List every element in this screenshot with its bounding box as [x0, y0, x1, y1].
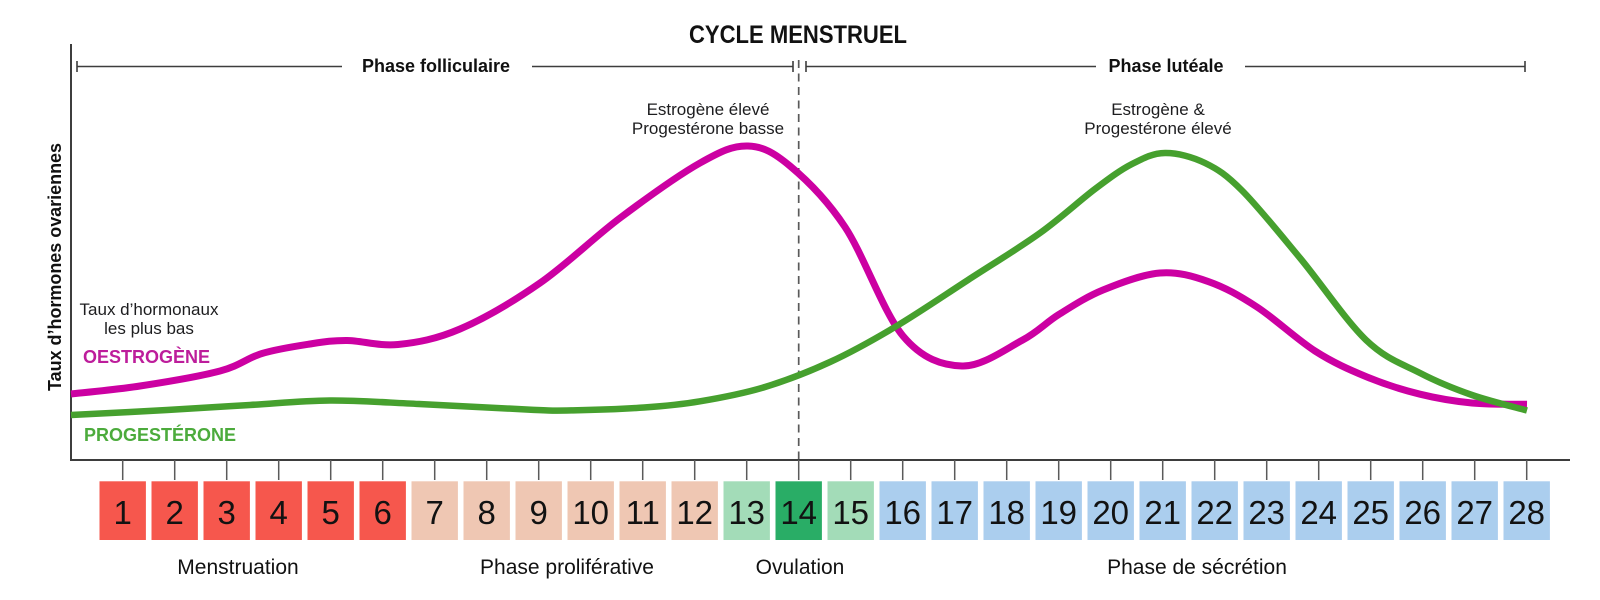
svg-text:12: 12	[676, 494, 713, 531]
svg-text:Progestérone élevé: Progestérone élevé	[1084, 119, 1231, 138]
svg-text:23: 23	[1248, 494, 1285, 531]
svg-text:7: 7	[426, 494, 444, 531]
svg-text:Phase de sécrétion: Phase de sécrétion	[1107, 556, 1287, 579]
svg-text:10: 10	[572, 494, 609, 531]
svg-text:PROGESTÉRONE: PROGESTÉRONE	[84, 424, 236, 445]
svg-text:Estrogène élevé: Estrogène élevé	[647, 100, 770, 119]
svg-text:18: 18	[988, 494, 1025, 531]
svg-text:20: 20	[1092, 494, 1129, 531]
svg-text:13: 13	[728, 494, 765, 531]
svg-text:11: 11	[626, 494, 660, 531]
svg-text:9: 9	[530, 494, 548, 531]
svg-text:Phase lutéale: Phase lutéale	[1108, 56, 1223, 76]
svg-text:25: 25	[1352, 494, 1389, 531]
svg-text:6: 6	[374, 494, 392, 531]
svg-text:4: 4	[270, 494, 288, 531]
svg-text:Taux d’hormones ovariennes: Taux d’hormones ovariennes	[44, 143, 65, 391]
svg-text:28: 28	[1508, 494, 1545, 531]
svg-text:Estrogène &: Estrogène &	[1111, 100, 1205, 119]
svg-text:3: 3	[218, 494, 236, 531]
svg-text:Phase folliculaire: Phase folliculaire	[362, 56, 510, 76]
svg-text:Phase proliférative: Phase proliférative	[480, 556, 654, 579]
svg-text:5: 5	[322, 494, 340, 531]
svg-text:8: 8	[478, 494, 496, 531]
svg-text:Ovulation: Ovulation	[756, 556, 845, 579]
svg-text:19: 19	[1040, 494, 1077, 531]
svg-text:les plus bas: les plus bas	[104, 319, 194, 338]
svg-text:27: 27	[1456, 494, 1493, 531]
svg-text:CYCLE MENSTRUEL: CYCLE MENSTRUEL	[689, 21, 907, 49]
svg-text:26: 26	[1404, 494, 1441, 531]
svg-text:Taux d’hormonaux: Taux d’hormonaux	[80, 300, 219, 319]
svg-text:OESTROGÈNE: OESTROGÈNE	[83, 346, 210, 367]
svg-text:14: 14	[780, 494, 817, 531]
svg-text:24: 24	[1300, 494, 1337, 531]
svg-text:17: 17	[936, 494, 973, 531]
svg-text:21: 21	[1144, 494, 1181, 531]
svg-text:2: 2	[166, 494, 184, 531]
svg-text:16: 16	[884, 494, 921, 531]
svg-text:15: 15	[832, 494, 869, 531]
svg-text:22: 22	[1196, 494, 1233, 531]
svg-text:Menstruation: Menstruation	[177, 556, 298, 579]
svg-text:1: 1	[114, 494, 132, 531]
svg-text:Progestérone basse: Progestérone basse	[632, 119, 784, 138]
